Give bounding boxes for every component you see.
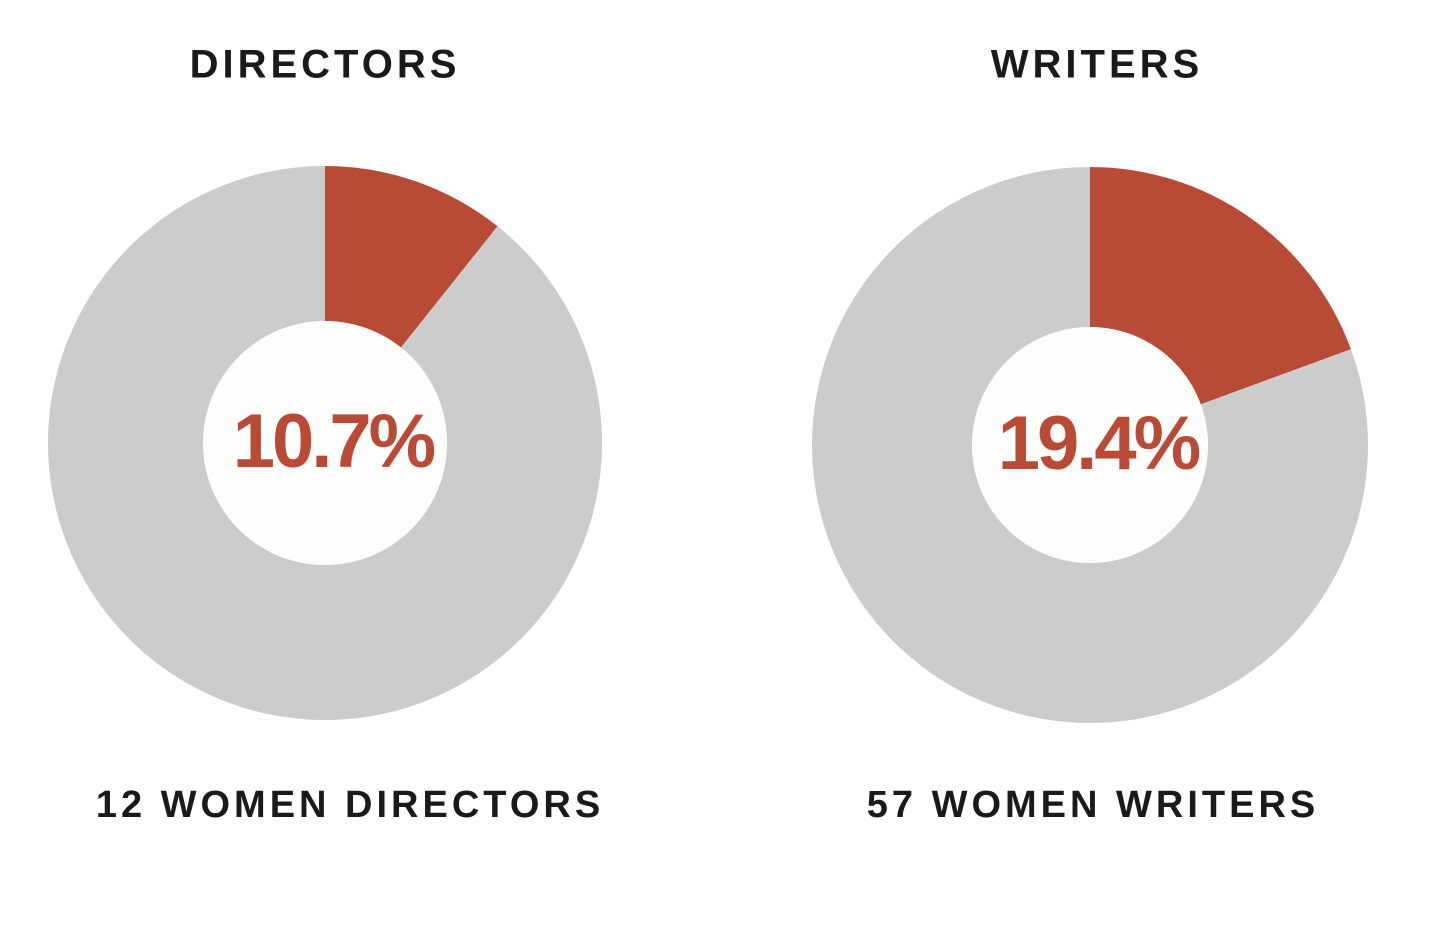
- chart-title: WRITERS: [991, 43, 1203, 87]
- center-value-label: 10.7%: [233, 399, 435, 484]
- chart-caption: 12 WOMEN DIRECTORS: [96, 784, 604, 826]
- donut-slice: [325, 166, 498, 348]
- donut-hole: [972, 327, 1208, 563]
- chart-caption: 57 WOMEN WRITERS: [867, 784, 1319, 826]
- donut-slice: [811, 167, 1368, 723]
- chart-title: DIRECTORS: [190, 43, 461, 87]
- donut-slice: [47, 166, 602, 720]
- center-value-label: 19.4%: [998, 401, 1200, 486]
- donut-hole: [203, 321, 447, 565]
- donut-slice: [1090, 167, 1351, 405]
